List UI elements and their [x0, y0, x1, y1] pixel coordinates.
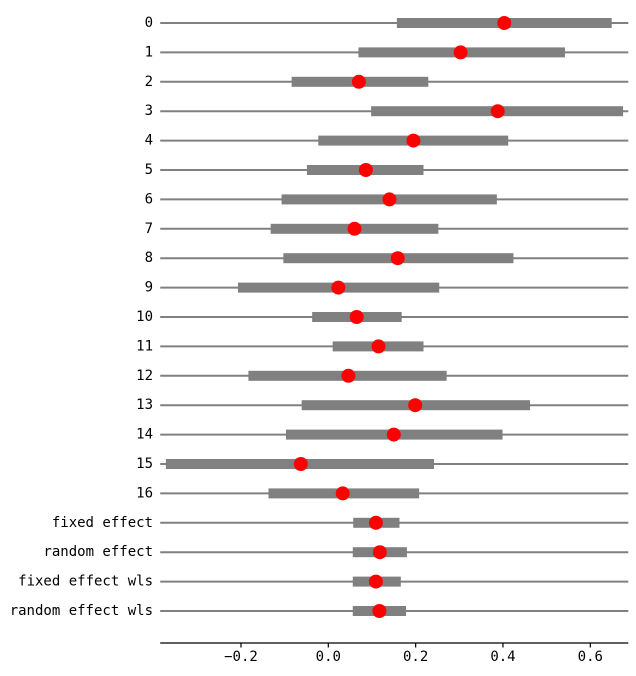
- point-estimate-marker: [293, 457, 308, 471]
- point-estimate-marker: [390, 251, 405, 266]
- point-estimate-marker: [368, 515, 383, 530]
- plot-row: 16: [136, 485, 629, 501]
- point-estimate-marker: [453, 45, 468, 60]
- plot-row: 15: [136, 456, 629, 472]
- row-label: 12: [136, 368, 153, 384]
- row-label: fixed effect: [52, 515, 153, 531]
- plot-row: 4: [145, 133, 629, 149]
- point-estimate-marker: [372, 604, 387, 618]
- plot-row: 11: [136, 338, 629, 354]
- row-label: 6: [145, 191, 153, 207]
- row-label: random effect wls: [10, 603, 153, 619]
- row-label: 9: [145, 280, 153, 296]
- point-estimate-marker: [349, 310, 364, 324]
- x-axis-tick-label: 0.2: [403, 649, 428, 665]
- point-estimate-marker: [358, 163, 373, 177]
- x-axis-tick-label: 0.0: [316, 649, 341, 665]
- plot-row: fixed effect wls: [18, 574, 629, 590]
- point-estimate-marker: [372, 545, 387, 560]
- plot-row: 6: [145, 191, 629, 207]
- row-label: 1: [145, 44, 153, 60]
- plot-row: 2: [145, 74, 629, 90]
- row-label: 3: [145, 103, 153, 119]
- point-estimate-marker: [497, 16, 512, 30]
- plot-row: 3: [145, 103, 629, 119]
- plot-row: 9: [145, 280, 629, 296]
- row-label: 15: [136, 456, 153, 472]
- x-axis-tick-label: 0.4: [490, 649, 515, 665]
- point-estimate-marker: [368, 574, 383, 589]
- row-label: 14: [136, 427, 153, 443]
- plot-row: 13: [136, 397, 629, 413]
- plot-row: 0: [145, 15, 629, 31]
- row-label: random effect: [43, 544, 153, 560]
- point-estimate-marker: [382, 192, 397, 207]
- point-estimate-marker: [335, 486, 350, 501]
- point-estimate-marker: [347, 221, 362, 236]
- row-label: 2: [145, 74, 153, 90]
- point-estimate-marker: [351, 74, 366, 89]
- point-estimate-marker: [408, 398, 423, 413]
- x-axis-tick-label: −0.2: [224, 649, 258, 665]
- plot-row: fixed effect: [52, 515, 629, 531]
- point-estimate-marker: [386, 427, 401, 442]
- plot-row: 1: [145, 44, 629, 60]
- row-label: 0: [145, 15, 153, 31]
- plot-row: 5: [145, 162, 629, 178]
- plot-row: 10: [136, 309, 629, 325]
- row-label: 16: [136, 485, 153, 501]
- point-estimate-marker: [490, 104, 505, 119]
- row-label: 7: [145, 221, 153, 237]
- plot-row: 7: [145, 221, 629, 237]
- row-label: 5: [145, 162, 153, 178]
- x-axis-tick-label: 0.6: [578, 649, 603, 665]
- point-estimate-marker: [406, 133, 421, 148]
- row-label: 11: [136, 338, 153, 354]
- row-label: fixed effect wls: [18, 574, 153, 590]
- point-estimate-marker: [371, 339, 386, 354]
- plot-row: random effect: [43, 544, 629, 560]
- row-label: 8: [145, 250, 153, 266]
- row-label: 4: [145, 133, 153, 149]
- plot-row: 8: [145, 250, 629, 266]
- plot-row: 12: [136, 368, 629, 384]
- point-estimate-marker: [341, 368, 356, 383]
- point-estimate-marker: [331, 280, 346, 295]
- row-label: 10: [136, 309, 153, 325]
- row-label: 13: [136, 397, 153, 413]
- plot-row: random effect wls: [10, 603, 629, 619]
- plot-row: 14: [136, 427, 629, 443]
